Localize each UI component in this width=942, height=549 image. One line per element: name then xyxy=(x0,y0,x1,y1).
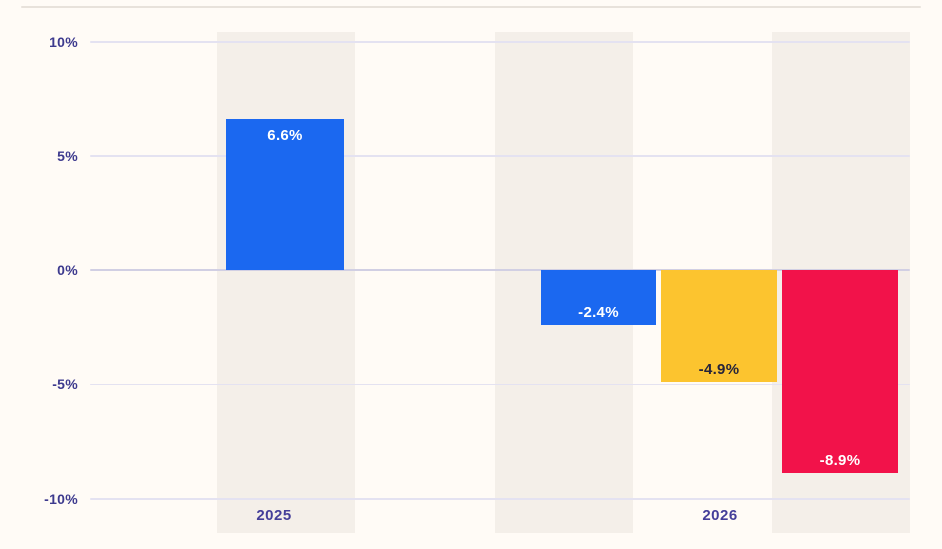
y-tick-label: 10% xyxy=(49,33,78,50)
x-axis-label-2026: 2026 xyxy=(702,507,738,524)
gridline xyxy=(90,155,910,157)
bar-value-label: -8.9% xyxy=(819,452,861,470)
bar-2026--4.9%[interactable]: -4.9% xyxy=(661,270,777,382)
bar-value-label: -2.4% xyxy=(578,303,619,321)
bar-value-label: -4.9% xyxy=(698,360,740,378)
x-axis-label-2025: 2025 xyxy=(256,507,292,524)
bar-2025-6.6%[interactable]: 6.6% xyxy=(226,119,344,270)
y-tick-label: 5% xyxy=(57,147,78,164)
gridline xyxy=(90,41,910,43)
bar-2026--8.9%[interactable]: -8.9% xyxy=(782,270,898,474)
gridline xyxy=(90,383,910,386)
top-divider-line xyxy=(21,6,921,8)
bar-value-label: 6.6% xyxy=(267,127,303,145)
bar-2026--2.4%[interactable]: -2.4% xyxy=(541,270,656,325)
y-tick-label: 0% xyxy=(57,262,78,278)
gridline xyxy=(90,498,910,500)
column-band xyxy=(217,32,355,533)
zero-gridline xyxy=(90,269,910,271)
y-tick-label: -10% xyxy=(44,490,78,507)
y-tick-label: -5% xyxy=(52,376,78,393)
